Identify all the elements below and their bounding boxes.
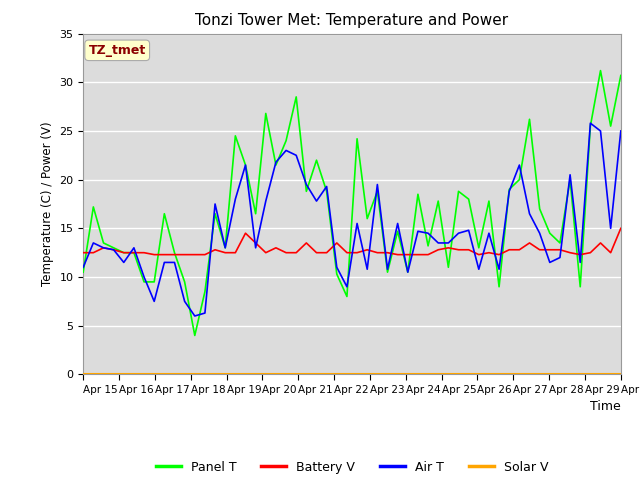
Legend: Panel T, Battery V, Air T, Solar V: Panel T, Battery V, Air T, Solar V [150, 456, 554, 479]
Y-axis label: Temperature (C) / Power (V): Temperature (C) / Power (V) [41, 122, 54, 286]
Text: TZ_tmet: TZ_tmet [88, 44, 146, 57]
Title: Tonzi Tower Met: Temperature and Power: Tonzi Tower Met: Temperature and Power [195, 13, 509, 28]
X-axis label: Time: Time [590, 400, 621, 413]
